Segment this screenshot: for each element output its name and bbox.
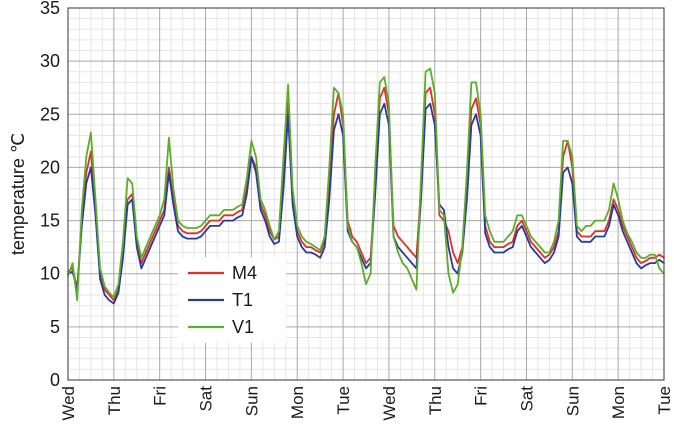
x-tick-label: Wed <box>59 386 78 421</box>
plot-frame <box>67 7 665 381</box>
series-line-v1 <box>67 67 665 302</box>
y-axis-label: temperature ℃ <box>8 133 28 255</box>
y-tick-label: 30 <box>40 51 60 71</box>
x-tick-label: Sat <box>197 386 216 412</box>
x-tick-label: Mon <box>609 386 628 419</box>
x-tick-label: Wed <box>380 386 399 421</box>
x-tick-label: Sun <box>563 386 582 416</box>
series-lines <box>67 67 665 305</box>
legend-label-t1: T1 <box>232 290 253 310</box>
legend-label-m4: M4 <box>232 263 257 283</box>
y-tick-label: 5 <box>50 317 60 337</box>
x-axis-ticks: Wed Thu Fri Sat Sun Mon Tue Wed Thu Fri Sat Sun Mon T… <box>59 386 674 421</box>
series-line-t1 <box>67 102 665 305</box>
x-tick-label: Tue <box>334 386 353 415</box>
y-tick-label: 35 <box>40 0 60 18</box>
x-tick-label: Fri <box>151 386 170 406</box>
legend-label-v1: V1 <box>232 317 254 337</box>
x-tick-label: Fri <box>472 386 491 406</box>
legend: M4 T1 V1 <box>178 257 286 343</box>
x-tick-label: Thu <box>105 386 124 415</box>
x-tick-label: Sun <box>242 386 261 416</box>
y-tick-label: 10 <box>40 264 60 284</box>
y-axis-ticks: 0 5 10 15 20 25 30 35 <box>40 0 60 390</box>
y-tick-label: 25 <box>40 104 60 124</box>
y-tick-label: 20 <box>40 157 60 177</box>
x-tick-label: Thu <box>426 386 445 415</box>
x-tick-label: Tue <box>655 386 674 415</box>
x-tick-label: Sat <box>517 386 536 412</box>
y-tick-label: 15 <box>40 211 60 231</box>
x-tick-label: Mon <box>288 386 307 419</box>
y-tick-label: 0 <box>50 370 60 390</box>
